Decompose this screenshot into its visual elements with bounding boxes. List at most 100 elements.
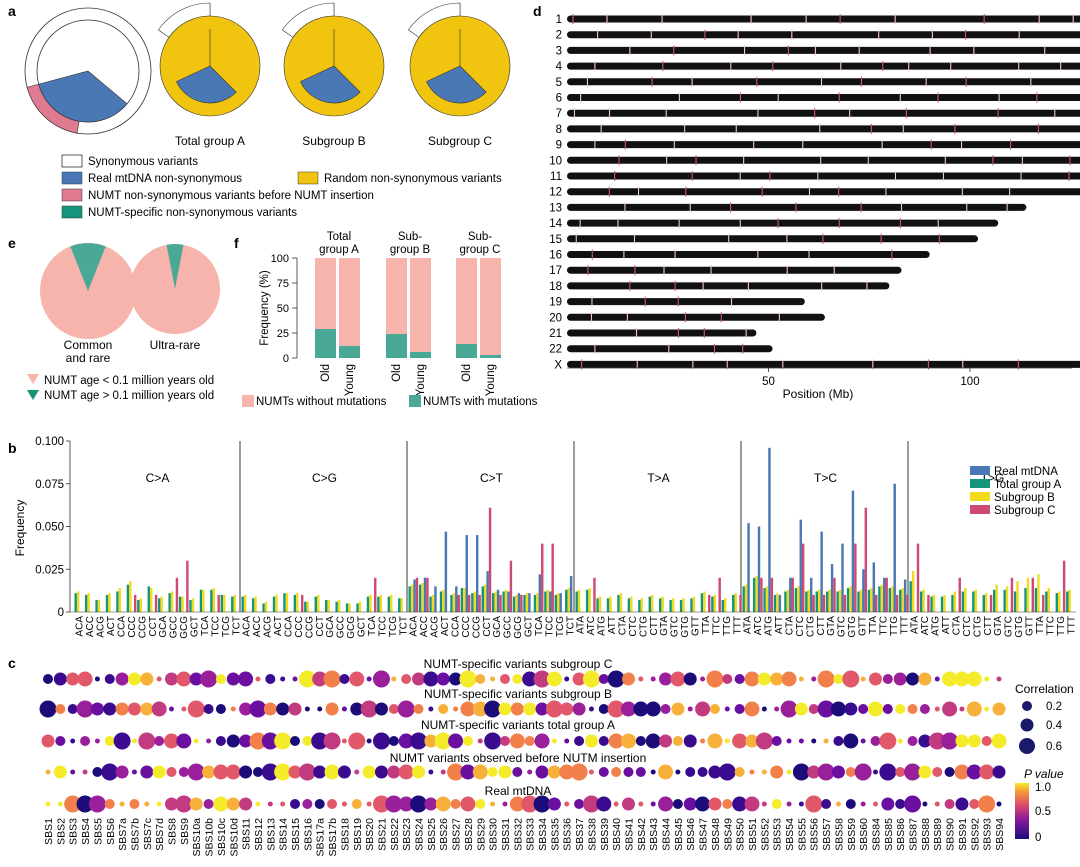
chromosome-bar: [567, 188, 1080, 196]
signature-label: SBS26: [438, 818, 450, 851]
signature-dot: [490, 676, 496, 682]
panel-b-xtick-label: ACT: [273, 616, 284, 636]
panel-b-bar: [598, 596, 602, 612]
signature-dot: [249, 700, 267, 718]
signature-dot: [398, 733, 414, 749]
signature-label: SBS53: [772, 818, 784, 851]
signature-dot: [398, 796, 414, 812]
panel-b-xtick-label: GCT: [524, 616, 535, 637]
panel-b-bar: [638, 600, 641, 612]
signature-dot: [252, 767, 263, 777]
signature-dot: [722, 799, 733, 809]
panel-b-xtick-label: CCA: [283, 616, 294, 637]
panel-b-bar: [418, 584, 422, 612]
panel-b-xtick-label: CTG: [972, 616, 983, 637]
signature-dot: [893, 672, 907, 686]
panel-b-xtick-label: GTC: [837, 616, 848, 637]
panel-b-xtick-label: TCA: [200, 616, 211, 636]
legend-label-real-mtdna-b: Real mtDNA: [994, 466, 1058, 478]
signature-dot: [428, 769, 434, 775]
panel-b-bar: [325, 600, 328, 612]
chromosome-bar: [567, 62, 1080, 70]
signature-label: SBS38: [586, 818, 598, 851]
panel-b-bar: [327, 600, 330, 612]
panel-b-xtick-label: GCA: [158, 616, 169, 638]
panel-f-group-title: Total: [327, 231, 351, 243]
signature-label: SBS14: [278, 818, 290, 851]
panel-b-bar: [588, 588, 591, 612]
panel-f-legend: NUMTs without mutations NUMTs with mutat…: [242, 395, 538, 408]
signature-dot: [280, 801, 286, 807]
signature-dot: [588, 769, 594, 775]
legend-swatch-synonymous: [61, 154, 83, 168]
panel-c-row-title-4: Real mtDNA: [485, 784, 552, 798]
signature-dot: [187, 700, 205, 718]
signature-dot: [991, 733, 1007, 749]
chromosome-label: 22: [549, 344, 562, 356]
signature-dot: [115, 702, 129, 716]
panel-b-xtick-label: CCC: [127, 616, 138, 638]
signature-dot: [324, 764, 340, 780]
panel-b-ylabel: Frequency: [13, 500, 27, 557]
signature-dot: [323, 732, 341, 750]
signature-dot: [811, 738, 817, 744]
signature-dot: [462, 736, 473, 746]
panel-b-bar: [669, 600, 672, 612]
panel-b-bar: [74, 593, 77, 612]
panel-f-bar-label: Old: [461, 364, 473, 382]
signature-dot: [388, 704, 399, 714]
signature-dot: [658, 764, 674, 780]
panel-b-bar: [752, 577, 756, 612]
signature-dot: [843, 733, 859, 749]
signature-dot: [645, 701, 661, 717]
chromosome-bar: [567, 46, 1080, 54]
signature-dot: [744, 796, 760, 812]
panel-b-bar: [617, 594, 620, 612]
signature-dot: [261, 732, 279, 750]
signature-label: SBS86: [895, 818, 907, 851]
signature-label: SBS25: [426, 818, 438, 851]
signature-dot: [744, 701, 760, 717]
signature-dot: [967, 734, 981, 748]
panel-b-xtick-label: ACC: [85, 616, 96, 637]
signature-label: SBS15: [290, 818, 302, 851]
signature-dot: [88, 795, 106, 813]
panel-b-bar: [841, 543, 844, 612]
panel-b-bar: [306, 601, 309, 612]
panel-b-bar: [1062, 560, 1066, 612]
chromosome-bar: [567, 345, 773, 353]
panel-b-bar: [565, 589, 568, 612]
legend-triangle-young: [27, 374, 39, 384]
signature-dot: [366, 801, 372, 807]
signature-dot: [598, 704, 609, 714]
panel-label-f: f: [234, 235, 239, 251]
signature-dot: [372, 732, 390, 750]
signature-dot: [434, 732, 452, 750]
signature-dot: [498, 702, 512, 716]
signature-dot: [984, 676, 990, 682]
panel-f-ytick-label: 100: [271, 253, 289, 265]
panel-b-bar: [1026, 577, 1030, 612]
chromosome-bar: [567, 141, 1080, 149]
panel-b-bar: [630, 596, 633, 612]
signature-dot: [391, 676, 397, 682]
chromosome-bar: [567, 329, 757, 337]
panel-b-xtick-label: ATG: [764, 616, 775, 636]
panel-b-bar: [742, 586, 745, 612]
panel-b-bar: [627, 598, 631, 612]
panel-b-xtick-label: CTA: [951, 616, 962, 636]
signature-dot: [274, 763, 292, 781]
signature-dot: [459, 670, 477, 688]
panel-b-section-title: C>A: [146, 471, 170, 485]
donut-0-blue-sector: [38, 70, 128, 123]
panel-b-xtick-label: GTT: [691, 616, 702, 636]
signature-dot: [460, 764, 476, 780]
signature-dot: [582, 795, 600, 813]
panel-b-xtick-label: ACT: [106, 616, 117, 636]
panel-f-ytick-label: 25: [277, 328, 289, 340]
panel-b-bar: [423, 577, 427, 612]
legend-label-subgroup-c-b: Subgroup C: [994, 505, 1055, 517]
signature-dot: [817, 700, 835, 718]
panel-b-bar: [233, 594, 236, 612]
signature-dot: [138, 732, 156, 750]
